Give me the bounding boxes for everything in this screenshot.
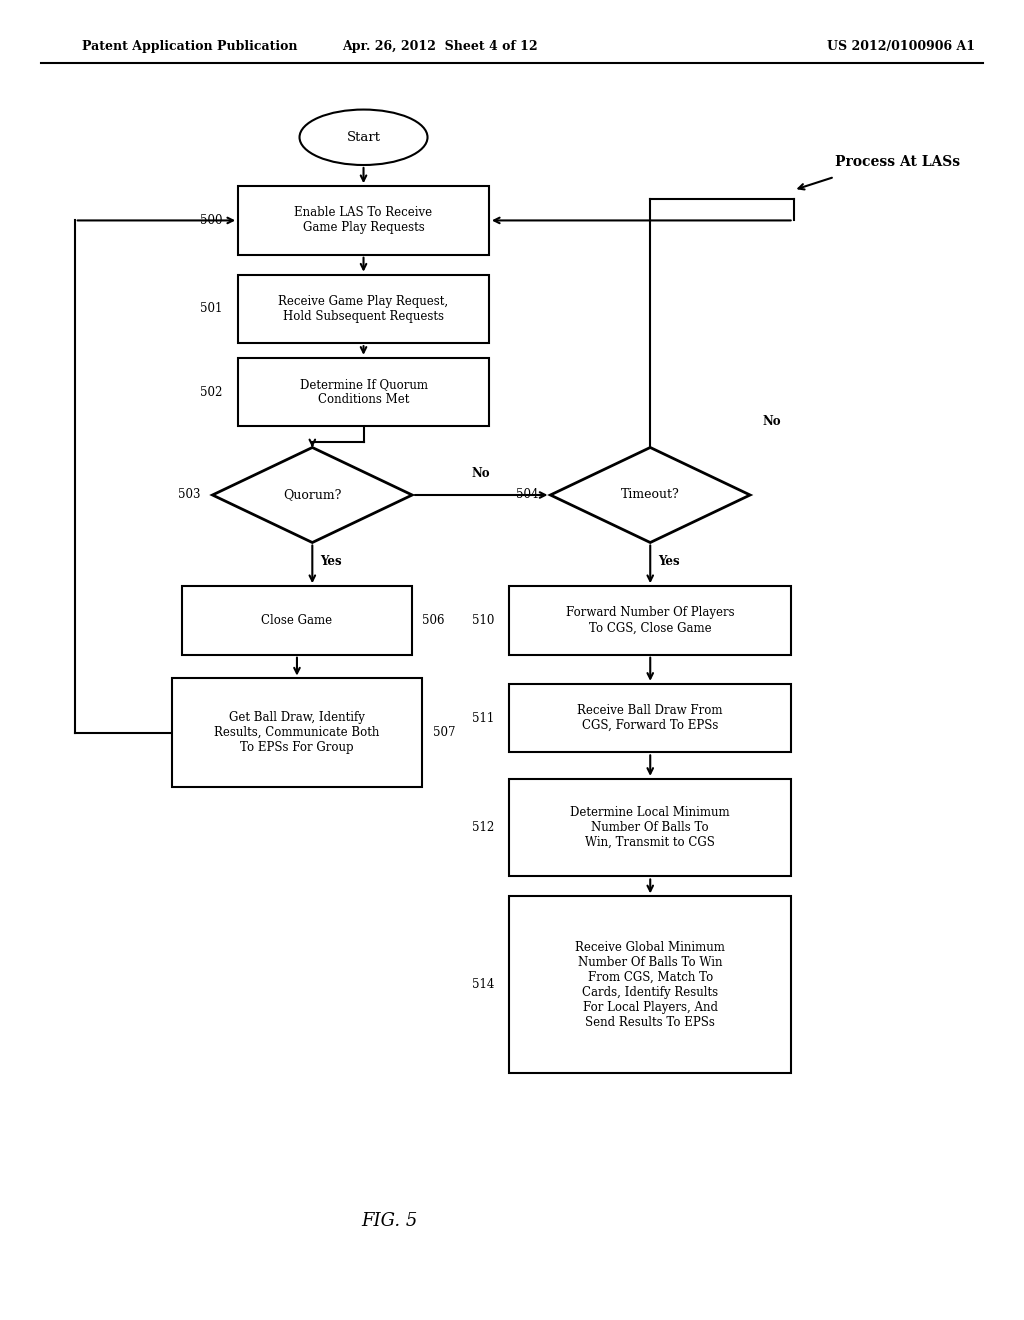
Text: 514: 514 <box>472 978 494 991</box>
Bar <box>238 186 489 255</box>
Text: FIG. 5: FIG. 5 <box>360 1212 418 1230</box>
Text: Yes: Yes <box>321 554 342 568</box>
Text: 500: 500 <box>201 214 222 227</box>
Text: 510: 510 <box>472 614 494 627</box>
Text: 502: 502 <box>201 385 222 399</box>
Text: Determine Local Minimum
Number Of Balls To
Win, Transmit to CGS: Determine Local Minimum Number Of Balls … <box>570 807 730 849</box>
Ellipse shape <box>299 110 428 165</box>
Bar <box>238 358 489 426</box>
Text: Patent Application Publication: Patent Application Publication <box>82 40 297 53</box>
Text: Get Ball Draw, Identify
Results, Communicate Both
To EPSs For Group: Get Ball Draw, Identify Results, Communi… <box>214 711 380 754</box>
Text: Close Game: Close Game <box>261 614 333 627</box>
Bar <box>510 896 791 1073</box>
Text: 503: 503 <box>178 488 200 502</box>
Text: Forward Number Of Players
To CGS, Close Game: Forward Number Of Players To CGS, Close … <box>566 606 734 635</box>
Text: 506: 506 <box>422 614 444 627</box>
Bar <box>510 586 791 655</box>
Text: US 2012/0100906 A1: US 2012/0100906 A1 <box>827 40 975 53</box>
Polygon shape <box>551 447 750 543</box>
Text: Determine If Quorum
Conditions Met: Determine If Quorum Conditions Met <box>299 378 428 407</box>
Bar <box>182 586 412 655</box>
Text: Apr. 26, 2012  Sheet 4 of 12: Apr. 26, 2012 Sheet 4 of 12 <box>342 40 539 53</box>
Polygon shape <box>213 447 412 543</box>
Text: 501: 501 <box>201 302 222 315</box>
Bar <box>238 275 489 343</box>
Text: No: No <box>472 467 490 480</box>
Text: Yes: Yes <box>658 554 680 568</box>
Bar <box>510 779 791 876</box>
Text: Start: Start <box>346 131 381 144</box>
Text: 512: 512 <box>472 821 494 834</box>
Text: Receive Ball Draw From
CGS, Forward To EPSs: Receive Ball Draw From CGS, Forward To E… <box>578 704 723 733</box>
Text: 504: 504 <box>516 488 539 502</box>
Text: 511: 511 <box>472 711 494 725</box>
Text: Enable LAS To Receive
Game Play Requests: Enable LAS To Receive Game Play Requests <box>295 206 432 235</box>
Text: Timeout?: Timeout? <box>621 488 680 502</box>
Text: No: No <box>762 414 781 428</box>
Bar <box>171 678 422 787</box>
Text: Receive Global Minimum
Number Of Balls To Win
From CGS, Match To
Cards, Identify: Receive Global Minimum Number Of Balls T… <box>575 941 725 1028</box>
Text: Quorum?: Quorum? <box>283 488 342 502</box>
Text: 507: 507 <box>432 726 455 739</box>
Text: Receive Game Play Request,
Hold Subsequent Requests: Receive Game Play Request, Hold Subseque… <box>279 294 449 323</box>
Bar <box>510 684 791 752</box>
Text: Process At LASs: Process At LASs <box>835 156 959 169</box>
